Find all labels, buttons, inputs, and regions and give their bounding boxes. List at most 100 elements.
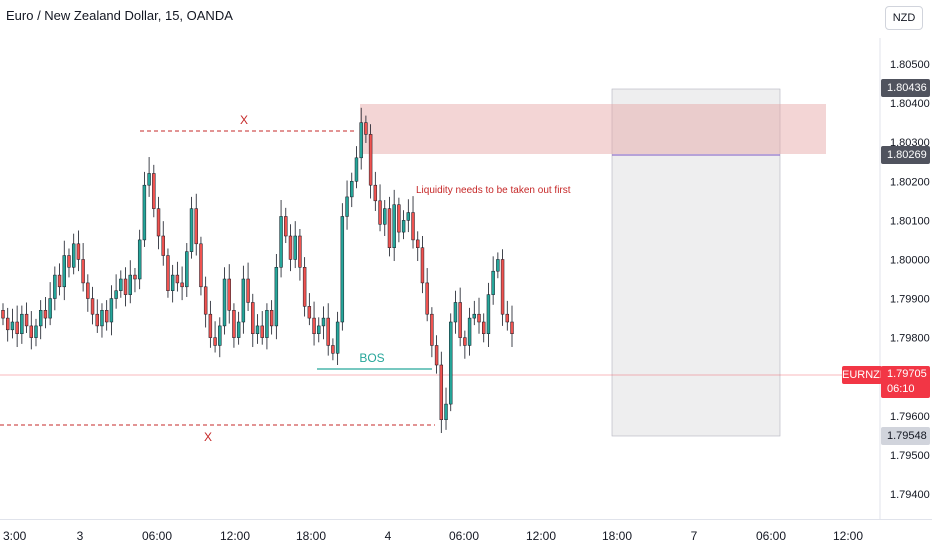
candle [123,267,128,307]
candle [189,196,194,259]
candle [170,264,175,303]
candle-body [123,278,128,295]
candle-body [241,278,246,323]
price-tick-label: 1.79800 [890,333,930,345]
candle [444,387,448,430]
candle-body [265,310,269,338]
candle-body [444,403,448,420]
candle [218,317,222,358]
candle [345,180,349,230]
candle-body [510,321,514,334]
candle-body [449,321,453,405]
countdown-value: 06:10 [887,383,915,395]
candle-body [246,278,250,303]
candle [53,266,57,311]
candle [482,313,486,343]
candle [29,311,33,350]
candle-body [227,278,231,311]
candle [251,293,255,348]
candle-body [133,274,137,280]
candle [156,196,161,250]
candle [208,300,213,348]
candle [279,200,283,278]
last-price-label: 1.79705 06:10 [881,366,930,398]
candle-body [335,321,340,354]
candle-body [119,278,123,291]
candle [199,236,203,296]
candle-body [463,337,467,346]
candle [109,285,114,336]
candle-body [218,325,222,346]
candle-body [331,345,335,354]
candle [477,297,481,334]
candle-body [53,274,57,299]
candle-body [213,337,217,346]
candle [137,229,142,290]
candle [10,308,15,339]
candle-body [62,255,66,288]
candle [467,307,472,356]
candle [133,268,137,293]
price-tick-label: 1.79600 [890,411,930,423]
candle-body [71,243,76,268]
candle-body [208,313,213,338]
candle-body [378,200,382,225]
price-axis-ticks: 1.805001.804001.803001.802001.801001.800… [890,59,930,501]
candle-body [161,235,165,256]
candle-body [387,208,392,248]
candle [387,196,392,257]
candle-body [392,204,396,248]
candle [213,321,217,353]
symbol-badge: EURNZD [842,366,888,384]
candle-body [152,173,156,209]
candle-body [500,259,505,315]
candle-body [10,321,15,331]
candle-body [170,274,175,291]
price-tick-label: 1.80200 [890,176,930,188]
target-projection-box [611,88,781,437]
time-tick-label: 12:00 [833,529,863,543]
candle [463,330,467,359]
candle-body [114,290,118,299]
candle [24,302,29,333]
time-tick-label: 06:00 [449,529,479,543]
candle-body [406,212,411,221]
candle-body [76,243,81,260]
candle-body [34,325,38,338]
candle-body [6,317,10,331]
candle-body [284,216,288,237]
candle-body [359,122,363,159]
candle [505,300,509,331]
candle [57,263,62,296]
candle [312,301,316,346]
candle [142,171,147,247]
currency-button[interactable]: NZD [885,6,923,30]
candle-body [269,310,274,327]
candle-body [156,208,161,237]
candle [147,157,151,197]
candle-body [439,364,444,420]
candle [411,196,415,249]
candle [1,303,5,326]
candle-body [416,239,420,248]
candle [293,221,297,269]
candle [260,311,264,345]
time-tick-label: 4 [385,529,392,543]
candle [307,293,312,326]
candle-body [312,317,316,334]
candle-body [67,255,71,268]
candle-body [317,325,321,334]
candles-group [1,107,514,434]
candle-body [137,239,142,280]
time-tick-label: 7 [691,529,698,543]
candle-body [147,173,151,186]
candle-body [411,212,415,241]
candle [175,261,180,292]
candle [265,303,269,350]
price-tick-label: 1.79500 [890,450,930,462]
price-tick-label: 1.80100 [890,215,930,227]
candle [397,197,401,243]
candle-body [345,196,349,217]
candle-body [486,294,491,334]
